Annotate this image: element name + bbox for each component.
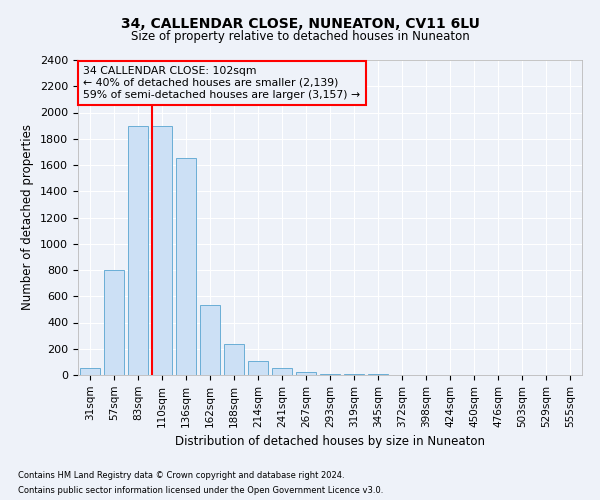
Text: Contains HM Land Registry data © Crown copyright and database right 2024.: Contains HM Land Registry data © Crown c… — [18, 471, 344, 480]
Bar — [248, 360, 268, 375]
Bar — [272, 368, 292, 375]
X-axis label: Distribution of detached houses by size in Nuneaton: Distribution of detached houses by size … — [175, 435, 485, 448]
Text: 34 CALLENDAR CLOSE: 102sqm
← 40% of detached houses are smaller (2,139)
59% of s: 34 CALLENDAR CLOSE: 102sqm ← 40% of deta… — [83, 66, 360, 100]
Bar — [128, 126, 148, 375]
Text: 34, CALLENDAR CLOSE, NUNEATON, CV11 6LU: 34, CALLENDAR CLOSE, NUNEATON, CV11 6LU — [121, 18, 479, 32]
Bar — [368, 374, 388, 375]
Bar — [200, 306, 220, 375]
Y-axis label: Number of detached properties: Number of detached properties — [22, 124, 34, 310]
Bar — [152, 126, 172, 375]
Bar — [296, 372, 316, 375]
Bar — [104, 270, 124, 375]
Bar — [224, 344, 244, 375]
Text: Contains public sector information licensed under the Open Government Licence v3: Contains public sector information licen… — [18, 486, 383, 495]
Bar — [80, 368, 100, 375]
Bar — [344, 374, 364, 375]
Bar — [320, 374, 340, 375]
Text: Size of property relative to detached houses in Nuneaton: Size of property relative to detached ho… — [131, 30, 469, 43]
Bar — [176, 158, 196, 375]
